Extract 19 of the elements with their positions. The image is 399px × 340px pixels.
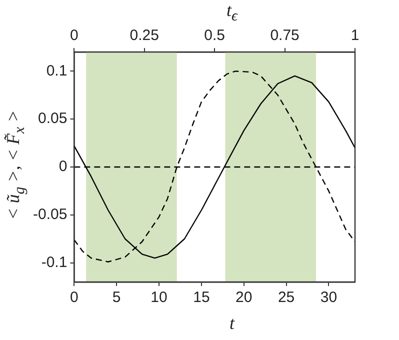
x2-axis-title: t$_{ϵ}$ [226,0,238,26]
y-tick-label: 0.05 [38,110,68,128]
y-tick-label: 0 [58,158,68,176]
x-tick-label: 20 [236,289,252,306]
x-tick-label: 0 [70,289,78,306]
x2-tick-label: 0 [70,27,78,44]
y-tick-label: -0.05 [32,206,68,224]
x-tick-label: 5 [112,289,121,306]
y-tick-label: 0.1 [46,62,68,80]
x2-tick-label: 0.25 [130,27,159,44]
x-tick-label: 25 [278,289,295,306]
x-tick-label: 15 [193,289,210,306]
x2-tick-label: 0.75 [270,27,300,44]
x-axis-title: t [229,313,235,334]
x-tick-label: 30 [320,289,338,306]
x-tick-label: 10 [150,289,168,306]
x2-tick-label: 1 [350,27,360,44]
x2-tick-label: 0.5 [204,27,226,44]
y-tick-label: -0.1 [41,254,68,271]
